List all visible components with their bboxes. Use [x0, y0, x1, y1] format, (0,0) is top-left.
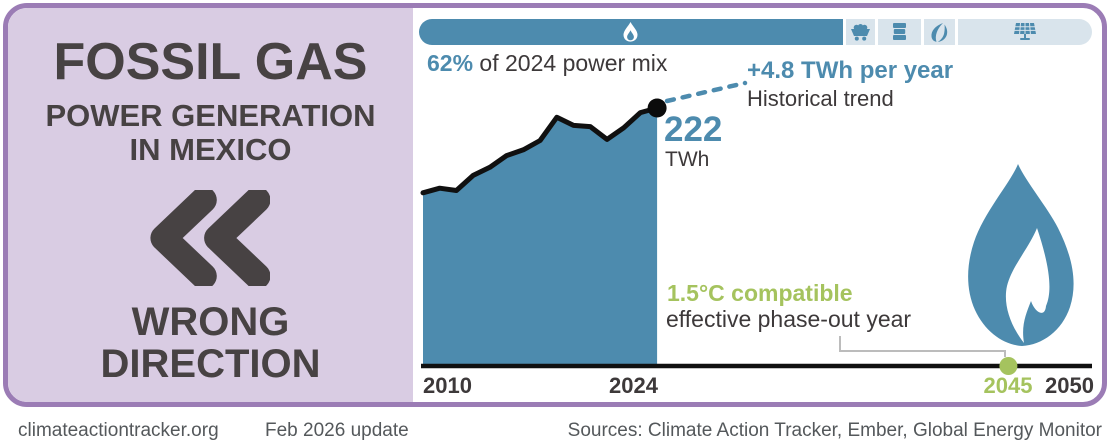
- power-mix-share: 62%: [427, 50, 474, 76]
- flame-icon: [623, 22, 638, 42]
- trend-value: +4.8 TWh per year: [747, 57, 954, 84]
- phaseout-title: 1.5°C compatible: [667, 280, 853, 306]
- footer-site: climateactiontracker.org: [18, 420, 219, 441]
- x-tick-2045: 2045: [983, 373, 1033, 398]
- page-subtitle: POWER GENERATION IN MEXICO: [8, 98, 413, 168]
- footer-sources: Sources: Climate Action Tracker, Ember, …: [567, 420, 1102, 441]
- end-unit: TWh: [665, 148, 710, 171]
- mix-segment-bioenergy-hydro: [924, 19, 956, 45]
- subtitle-line-1: POWER GENERATION: [45, 98, 376, 133]
- footer: climateactiontracker.org Feb 2026 update…: [0, 416, 1110, 444]
- mix-segment-solar-renewables: [958, 19, 1092, 45]
- mix-segment-oil: [877, 19, 921, 45]
- x-tick-2050: 2050: [1045, 373, 1094, 398]
- power-mix-caption-text: of 2024 power mix: [473, 50, 668, 76]
- end-value: 222: [664, 110, 723, 149]
- coal-cart-icon: [850, 23, 870, 41]
- solar-panel-icon: [1014, 23, 1037, 40]
- subtitle-line-2: IN MEXICO: [129, 132, 292, 168]
- footer-update: Feb 2026 update: [265, 420, 409, 441]
- mix-segment-fossil-gas: [419, 19, 843, 45]
- power-mix-caption: 62% of 2024 power mix: [427, 50, 667, 77]
- verdict-text: WRONG DIRECTION: [8, 301, 413, 385]
- verdict-line-2: DIRECTION: [100, 342, 321, 386]
- verdict-line-1: WRONG: [131, 300, 290, 344]
- phaseout-label: effective phase-out year: [666, 306, 912, 332]
- x-tick-2010: 2010: [423, 373, 472, 398]
- mix-segment-coal: [845, 19, 875, 45]
- x-tick-2024: 2024: [609, 373, 658, 398]
- trend-label: Historical trend: [747, 86, 894, 111]
- leaf-icon: [931, 22, 948, 42]
- oil-barrel-icon: [892, 23, 906, 40]
- page-title: FOSSIL GAS: [53, 33, 368, 91]
- double-chevron-left-icon: [150, 190, 270, 286]
- power-mix-bar: [419, 19, 1092, 45]
